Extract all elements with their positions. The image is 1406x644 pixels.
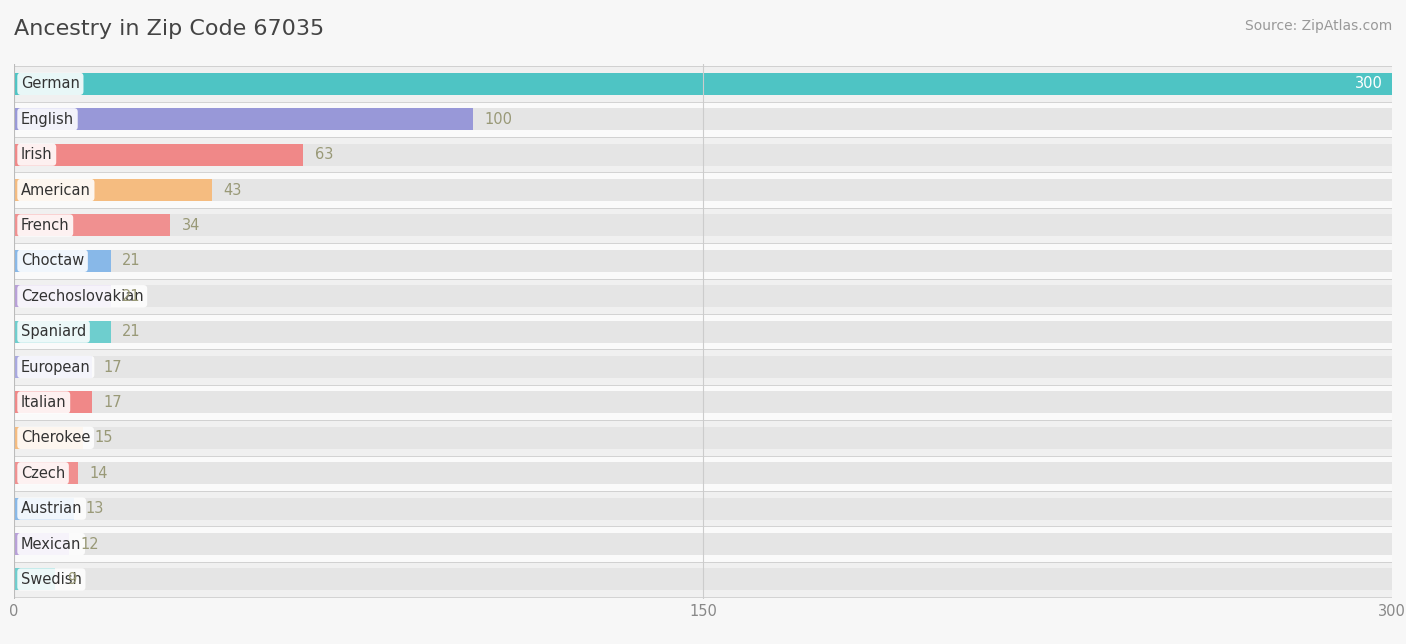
Bar	[14, 66, 1392, 102]
Bar	[14, 137, 1392, 173]
Bar	[14, 314, 1392, 349]
Text: American: American	[21, 182, 91, 198]
Text: Ancestry in Zip Code 67035: Ancestry in Zip Code 67035	[14, 19, 325, 39]
Bar	[14, 420, 1392, 455]
Text: Swedish: Swedish	[21, 572, 82, 587]
Text: 100: 100	[485, 112, 513, 127]
Bar	[14, 173, 1392, 208]
Bar	[14, 214, 170, 236]
Bar	[14, 250, 111, 272]
Bar	[14, 455, 1392, 491]
Bar	[14, 462, 79, 484]
Bar	[14, 179, 211, 201]
Bar	[14, 108, 1392, 130]
Text: 12: 12	[80, 536, 100, 551]
Text: Austrian: Austrian	[21, 501, 83, 516]
Bar	[14, 321, 111, 343]
Text: English: English	[21, 112, 75, 127]
Text: 17: 17	[104, 395, 122, 410]
Bar	[14, 427, 83, 449]
Bar	[14, 208, 1392, 243]
Bar	[14, 73, 1392, 95]
Text: Czech: Czech	[21, 466, 65, 481]
Bar	[14, 533, 69, 555]
Text: 21: 21	[122, 289, 141, 304]
Bar	[14, 498, 1392, 520]
Bar	[14, 285, 1392, 307]
Bar	[14, 427, 1392, 449]
Text: Irish: Irish	[21, 147, 52, 162]
Bar	[14, 349, 1392, 384]
Text: Spaniard: Spaniard	[21, 324, 86, 339]
Bar	[14, 526, 1392, 562]
Bar	[14, 321, 1392, 343]
Bar	[14, 384, 1392, 420]
Text: 9: 9	[67, 572, 76, 587]
Bar	[14, 179, 1392, 201]
Text: 21: 21	[122, 253, 141, 269]
Text: 21: 21	[122, 324, 141, 339]
Text: 300: 300	[1355, 77, 1382, 91]
Bar	[14, 569, 55, 591]
Text: 17: 17	[104, 359, 122, 375]
Text: French: French	[21, 218, 69, 233]
Text: Czechoslovakian: Czechoslovakian	[21, 289, 143, 304]
Bar	[14, 102, 1392, 137]
Text: Source: ZipAtlas.com: Source: ZipAtlas.com	[1244, 19, 1392, 33]
Bar	[14, 356, 1392, 378]
Text: 15: 15	[94, 430, 112, 446]
Bar	[14, 533, 1392, 555]
Bar	[14, 73, 1392, 95]
Text: European: European	[21, 359, 91, 375]
Bar	[14, 498, 73, 520]
Bar	[14, 214, 1392, 236]
Bar	[14, 569, 1392, 591]
Text: Mexican: Mexican	[21, 536, 82, 551]
Bar	[14, 356, 93, 378]
Bar	[14, 144, 304, 166]
Bar	[14, 108, 474, 130]
Bar	[14, 144, 1392, 166]
Bar	[14, 279, 1392, 314]
Text: Cherokee: Cherokee	[21, 430, 90, 446]
Text: Choctaw: Choctaw	[21, 253, 84, 269]
Bar	[14, 392, 1392, 413]
Text: 14: 14	[90, 466, 108, 481]
Text: 13: 13	[86, 501, 104, 516]
Bar	[14, 491, 1392, 526]
Bar	[14, 243, 1392, 279]
Bar	[14, 562, 1392, 597]
Bar	[14, 250, 1392, 272]
Text: 63: 63	[315, 147, 333, 162]
Bar	[14, 462, 1392, 484]
Text: Italian: Italian	[21, 395, 66, 410]
Bar	[14, 285, 111, 307]
Bar	[14, 392, 93, 413]
Text: 34: 34	[181, 218, 200, 233]
Text: German: German	[21, 77, 80, 91]
Text: 43: 43	[224, 182, 242, 198]
